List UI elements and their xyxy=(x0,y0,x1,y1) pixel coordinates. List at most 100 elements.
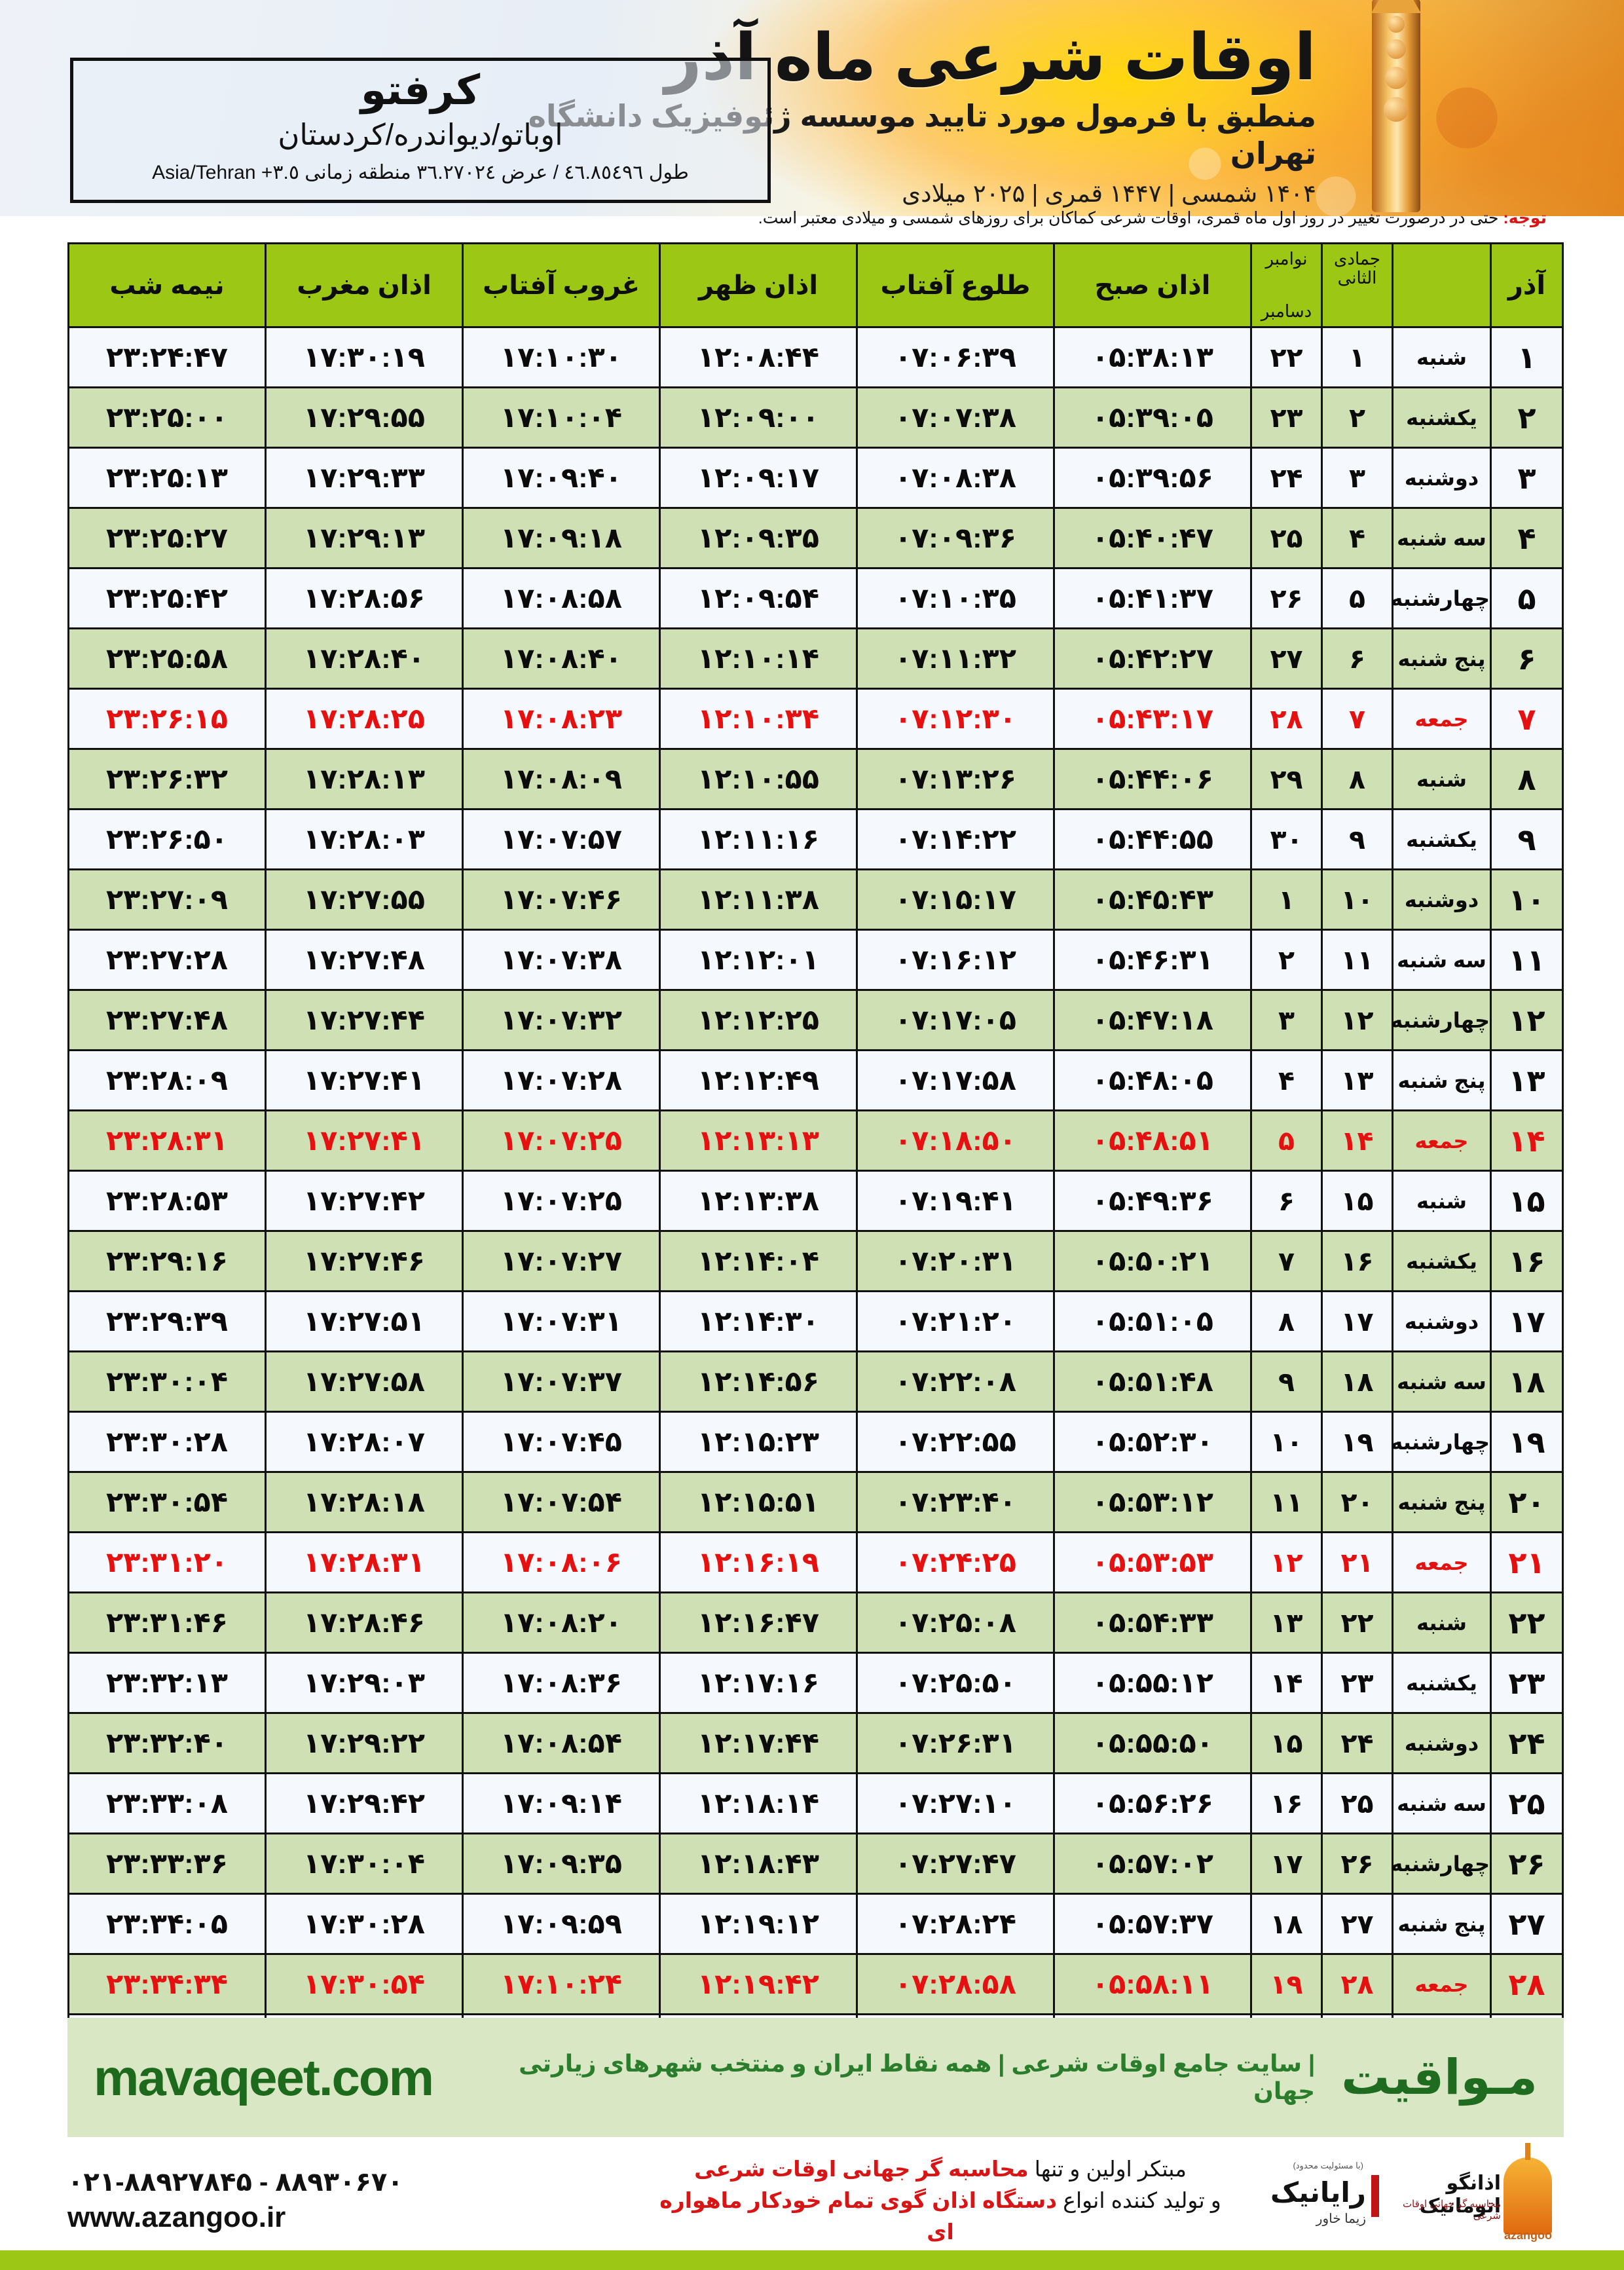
cell-dhuhr: ۱۲:۱۴:۳۰ xyxy=(659,1290,858,1352)
cell-midnight: ۲۳:۳۴:۳۴ xyxy=(67,1953,267,2015)
cell-weekday: پنج شنبه xyxy=(1392,1049,1492,1111)
cell-midnight: ۲۳:۲۷:۲۸ xyxy=(67,929,267,991)
cell-midnight: ۲۳:۲۶:۳۲ xyxy=(67,748,267,810)
cell-sunrise: ۰۷:۱۵:۱۷ xyxy=(856,868,1055,931)
cell-sunrise: ۰۷:۰۷:۳۸ xyxy=(856,386,1055,449)
cell-maghrib: ۱۷:۲۹:۲۲ xyxy=(265,1712,464,1774)
note-label: توجه: xyxy=(1503,209,1547,227)
cell-fajr: ۰۵:۳۹:۰۵ xyxy=(1053,386,1252,449)
col-header-month: آذر xyxy=(1490,242,1564,328)
azangoo-logo-text: اذانگو اتوماتیک xyxy=(1419,2172,1501,2217)
cell-maghrib: ۱۷:۳۰:۱۹ xyxy=(265,326,464,388)
cell-fajr: ۰۵:۵۶:۲۶ xyxy=(1053,1772,1252,1834)
cell-midnight: ۲۳:۲۹:۱۶ xyxy=(67,1230,267,1292)
table-row: ۲ یکشنبه ۲ ۲۳ ۰۵:۳۹:۰۵ ۰۷:۰۷:۳۸ ۱۲:۰۹:۰۰ ۱۷:۱۰:… xyxy=(67,386,1564,449)
col-header-sunset: غروب آفتاب xyxy=(462,242,661,328)
cell-sunset: ۱۷:۱۰:۰۴ xyxy=(462,386,661,449)
brand-website[interactable]: mavaqeet.com xyxy=(94,2048,434,2106)
table-row: ۲۵ سه شنبه ۲۵ ۱۶ ۰۵:۵۶:۲۶ ۰۷:۲۷:۱۰ ۱۲:۱۸:۱۴ ۱۷:… xyxy=(67,1772,1564,1834)
col-header-hijri: جمادی الثانی xyxy=(1321,242,1393,328)
cell-maghrib: ۱۷:۳۰:۰۴ xyxy=(265,1833,464,1895)
cell-weekday: چهارشنبه xyxy=(1390,567,1492,629)
cell-gregorian-date: ۱۰ xyxy=(1250,1411,1323,1473)
cell-sunrise: ۰۷:۰۸:۳۸ xyxy=(856,447,1055,509)
note-line: توجه: حتی در درصورت تغییر در روز اول ماه… xyxy=(0,208,1624,228)
cell-day: ۲۳ xyxy=(1490,1652,1564,1714)
cell-sunrise: ۰۷:۱۷:۵۸ xyxy=(856,1049,1055,1111)
cell-fajr: ۰۵:۴۵:۴۳ xyxy=(1053,868,1252,931)
cell-midnight: ۲۳:۲۵:۴۲ xyxy=(67,567,267,629)
cell-fajr: ۰۵:۴۶:۳۱ xyxy=(1053,929,1252,991)
azangoo-logo-en: azangoo xyxy=(1504,2229,1552,2242)
cell-sunrise: ۰۷:۱۱:۳۲ xyxy=(856,627,1055,690)
cell-day: ۱۱ xyxy=(1490,929,1564,991)
table-row: ۴ سه شنبه ۴ ۲۵ ۰۵:۴۰:۴۷ ۰۷:۰۹:۳۶ ۱۲:۰۹:۳۵ ۱۷:۰۹… xyxy=(67,507,1564,569)
cell-hijri-date: ۱۱ xyxy=(1321,929,1393,991)
cell-sunrise: ۰۷:۲۵:۵۰ xyxy=(856,1652,1055,1714)
cell-fajr: ۰۵:۴۹:۳۶ xyxy=(1053,1170,1252,1232)
cell-day: ۲۸ xyxy=(1490,1953,1564,2015)
table-row: ۲۴ دوشنبه ۲۴ ۱۵ ۰۵:۵۵:۵۰ ۰۷:۲۶:۳۱ ۱۲:۱۷:۴۴ ۱۷:۰… xyxy=(67,1712,1564,1774)
cell-fajr: ۰۵:۵۵:۱۲ xyxy=(1053,1652,1252,1714)
col-header-dhuhr: اذان ظهر xyxy=(659,242,858,328)
cell-midnight: ۲۳:۳۳:۰۸ xyxy=(67,1772,267,1834)
cell-fajr: ۰۵:۵۵:۵۰ xyxy=(1053,1712,1252,1774)
footer-website[interactable]: www.azangoo.ir xyxy=(67,2201,286,2233)
cell-midnight: ۲۳:۳۰:۰۴ xyxy=(67,1350,267,1413)
cell-fajr: ۰۵:۴۷:۱۸ xyxy=(1053,989,1252,1051)
cell-dhuhr: ۱۲:۱۷:۱۶ xyxy=(659,1652,858,1714)
cell-maghrib: ۱۷:۲۷:۵۵ xyxy=(265,868,464,931)
cell-hijri-date: ۳ xyxy=(1321,447,1393,509)
dome-icon xyxy=(1504,2157,1552,2235)
cell-day: ۲۶ xyxy=(1490,1833,1564,1895)
note-text: حتی در درصورت تغییر در روز اول ماه قمری،… xyxy=(758,209,1499,227)
cell-gregorian-date: ۱۴ xyxy=(1250,1652,1323,1714)
footer-slogan-line2-pre: و تولید کننده انواع xyxy=(1057,2188,1221,2213)
table-row: ۱۶ یکشنبه ۱۶ ۷ ۰۵:۵۰:۲۱ ۰۷:۲۰:۳۱ ۱۲:۱۴:۰۴ ۱۷:۰۷… xyxy=(67,1230,1564,1292)
cell-weekday: جمعه xyxy=(1392,1953,1492,2015)
footer-slogan-line2-highlight: دستگاه اذان گوی تمام خودکار ماهواره ای xyxy=(659,2188,1058,2244)
cell-sunset: ۱۷:۰۹:۵۹ xyxy=(462,1893,661,1955)
cell-maghrib: ۱۷:۲۹:۱۳ xyxy=(265,507,464,569)
cell-sunrise: ۰۷:۲۷:۴۷ xyxy=(856,1833,1055,1895)
cell-midnight: ۲۳:۲۵:۱۳ xyxy=(67,447,267,509)
cell-fajr: ۰۵:۴۰:۴۷ xyxy=(1053,507,1252,569)
cell-gregorian-date: ۲۹ xyxy=(1250,748,1323,810)
cell-maghrib: ۱۷:۲۸:۴۶ xyxy=(265,1591,464,1654)
cell-midnight: ۲۳:۲۷:۰۹ xyxy=(67,868,267,931)
brand-name-fa: مـواقیت xyxy=(1341,2050,1538,2104)
cell-dhuhr: ۱۲:۱۰:۵۵ xyxy=(659,748,858,810)
cell-sunset: ۱۷:۰۹:۳۵ xyxy=(462,1833,661,1895)
footer-slogan-line1-highlight: محاسبه گر جهانی اوقات شرعی xyxy=(694,2157,1029,2182)
cell-day: ۱۷ xyxy=(1490,1290,1564,1352)
cell-maghrib: ۱۷:۲۸:۱۳ xyxy=(265,748,464,810)
cell-gregorian-date: ۱۷ xyxy=(1250,1833,1323,1895)
cell-sunrise: ۰۷:۱۳:۲۶ xyxy=(856,748,1055,810)
cell-fajr: ۰۵:۵۳:۵۳ xyxy=(1053,1531,1252,1593)
cell-hijri-date: ۱۰ xyxy=(1321,868,1393,931)
cell-sunset: ۱۷:۰۸:۰۹ xyxy=(462,748,661,810)
cell-sunset: ۱۷:۰۷:۲۸ xyxy=(462,1049,661,1111)
cell-dhuhr: ۱۲:۱۱:۳۸ xyxy=(659,868,858,931)
col-header-gregorian-bottom: دسامبر xyxy=(1261,301,1312,322)
cell-maghrib: ۱۷:۲۹:۰۳ xyxy=(265,1652,464,1714)
cell-midnight: ۲۳:۳۰:۵۴ xyxy=(67,1471,267,1533)
cell-day: ۲ xyxy=(1490,386,1564,449)
cell-dhuhr: ۱۲:۱۲:۰۱ xyxy=(659,929,858,991)
cell-dhuhr: ۱۲:۰۸:۴۴ xyxy=(659,326,858,388)
cell-fajr: ۰۵:۵۸:۱۱ xyxy=(1053,1953,1252,2015)
cell-midnight: ۲۳:۲۸:۵۳ xyxy=(67,1170,267,1232)
col-header-gregorian: نوامبر دسامبر xyxy=(1250,242,1323,328)
cell-midnight: ۲۳:۲۸:۰۹ xyxy=(67,1049,267,1111)
cell-midnight: ۲۳:۳۱:۲۰ xyxy=(67,1531,267,1593)
cell-gregorian-date: ۲۷ xyxy=(1250,627,1323,690)
cell-dhuhr: ۱۲:۱۴:۵۶ xyxy=(659,1350,858,1413)
location-path: اوباتو/دیواندره/کردستان xyxy=(278,118,563,152)
cell-day: ۸ xyxy=(1490,748,1564,810)
table-row: ۲۳ یکشنبه ۲۳ ۱۴ ۰۵:۵۵:۱۲ ۰۷:۲۵:۵۰ ۱۲:۱۷:۱۶ ۱۷:۰… xyxy=(67,1652,1564,1714)
table-row: ۲۱ جمعه ۲۱ ۱۲ ۰۵:۵۳:۵۳ ۰۷:۲۴:۲۵ ۱۲:۱۶:۱۹ ۱۷:۰۸:… xyxy=(67,1531,1564,1593)
cell-sunset: ۱۷:۰۸:۲۰ xyxy=(462,1591,661,1654)
cell-sunset: ۱۷:۰۷:۵۷ xyxy=(462,808,661,870)
cell-fajr: ۰۵:۵۷:۳۷ xyxy=(1053,1893,1252,1955)
